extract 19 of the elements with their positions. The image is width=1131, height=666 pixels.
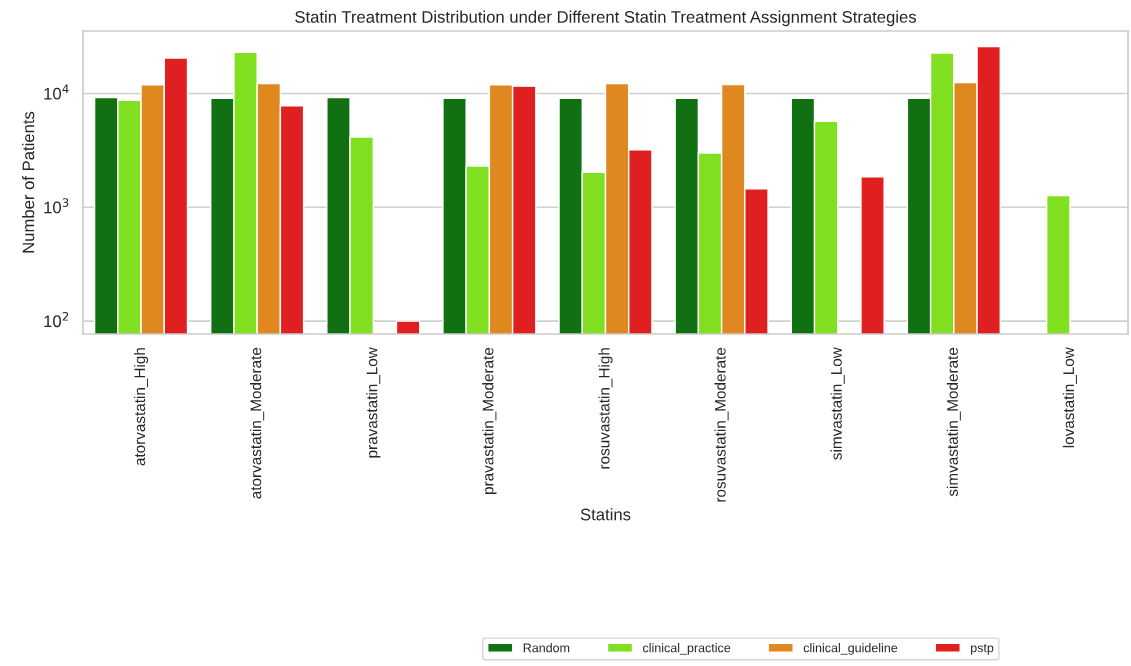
legend-label: clinical_practice: [643, 643, 731, 655]
y-axis-title: Number of Patients: [22, 111, 35, 253]
x-tick-label: pravastatin_Moderate: [482, 347, 497, 494]
x-tick-label: atorvastatin_High: [133, 348, 149, 466]
y-tick-label: 10$^{4}$: [44, 84, 69, 100]
legend-label: pstp: [971, 644, 994, 655]
x-tick-label: rosuvastatin_High: [598, 348, 613, 469]
x-tick-label: simvastatin_Low: [830, 347, 845, 460]
x-tick-label: lovastatin_Low: [1062, 347, 1077, 448]
y-tick-label: 10$^{3}$: [44, 198, 69, 214]
legend-label: Random: [523, 643, 570, 653]
legend-label: clinical_guideline: [803, 643, 898, 655]
x-tick-label: rosuvastatin_Moderate: [714, 347, 729, 502]
x-tick-label: simvastatin_Moderate: [946, 347, 961, 497]
x-tick-label: pravastatin_Low: [366, 347, 381, 458]
chart-title: Statin Treatment Distribution under Different Statin Treatment Assignment Strategies: [295, 10, 917, 27]
x-axis-title: Statins: [580, 508, 631, 521]
x-tick-label: atorvastatin_Moderate: [250, 347, 265, 499]
y-tick-label: 10$^{2}$: [44, 311, 69, 328]
